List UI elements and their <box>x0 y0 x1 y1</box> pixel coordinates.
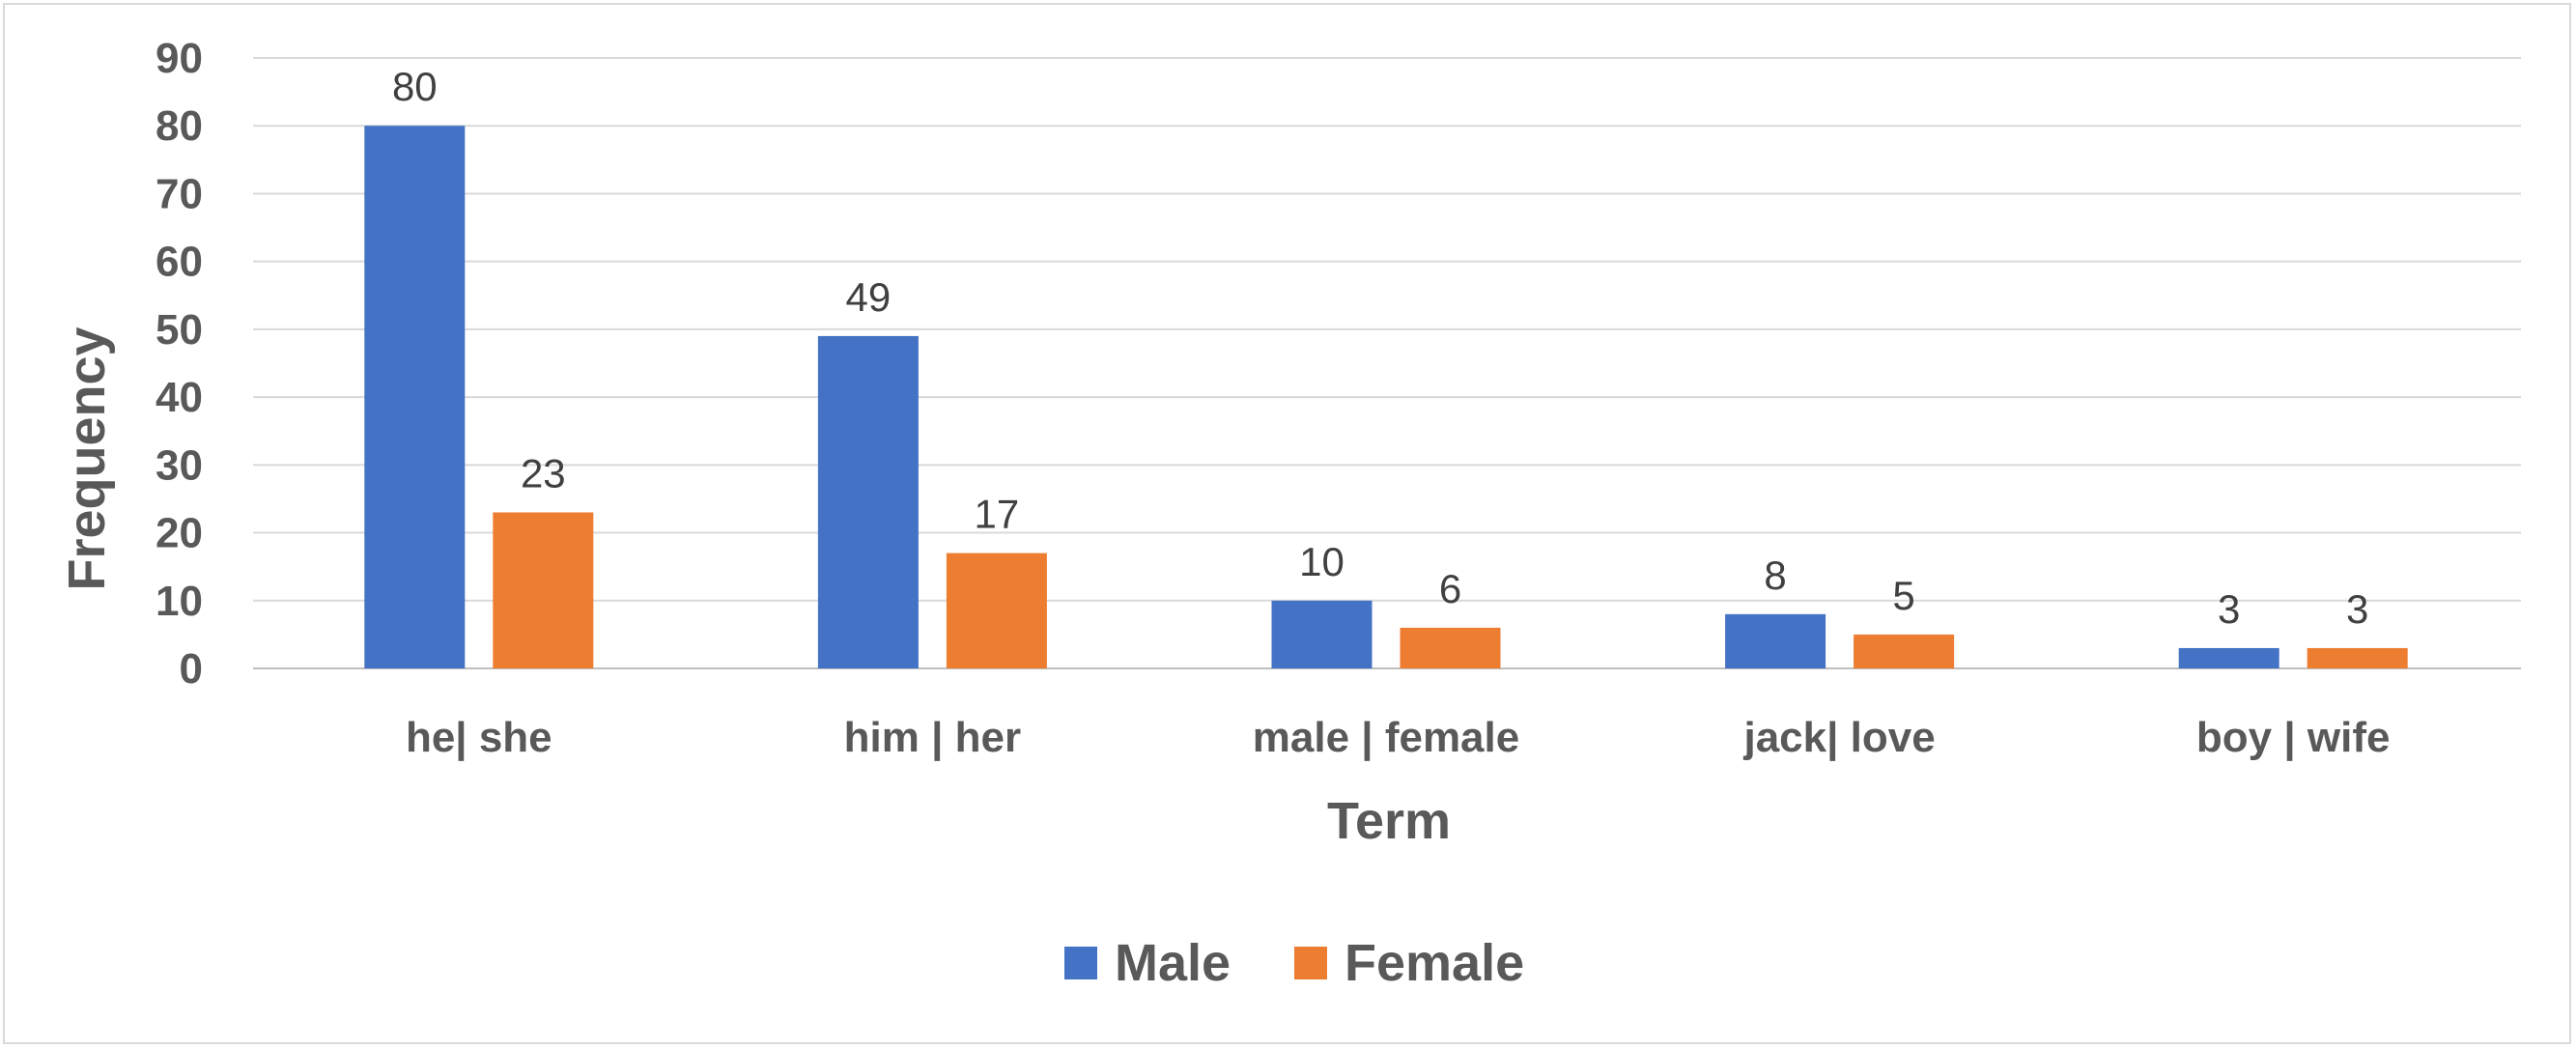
x-category-label: jack| love <box>1742 714 1935 762</box>
bar-female <box>2307 647 2408 668</box>
data-label-female: 3 <box>2346 586 2368 632</box>
data-label-male: 8 <box>1764 553 1786 598</box>
data-label-female: 23 <box>521 450 566 496</box>
y-tick-label: 60 <box>156 239 203 286</box>
data-label-female: 17 <box>975 492 1020 537</box>
x-category-label: boy | wife <box>2196 714 2391 762</box>
legend-swatch-female <box>1294 947 1327 979</box>
data-label-female: 5 <box>1892 573 1914 618</box>
y-tick-label: 80 <box>156 102 203 150</box>
data-label-male: 80 <box>392 64 438 109</box>
y-tick-label: 40 <box>156 374 203 421</box>
bar-female <box>1400 627 1501 668</box>
bar-male <box>364 126 466 668</box>
y-axis-ticks: 0 10 20 30 40 50 60 70 80 90 <box>156 35 203 693</box>
y-tick-label: 50 <box>156 306 203 354</box>
data-label-male: 3 <box>2218 586 2240 632</box>
x-axis-title: Term <box>1327 792 1451 850</box>
legend-label-female: Female <box>1345 934 1524 992</box>
data-label-male: 49 <box>846 274 892 320</box>
bar-female <box>1854 634 1955 668</box>
y-tick-label: 30 <box>156 441 203 489</box>
data-label-female: 6 <box>1439 566 1461 611</box>
bar-male <box>2178 647 2279 668</box>
y-tick-label: 20 <box>156 510 203 557</box>
legend-label-male: Male <box>1115 934 1231 992</box>
y-tick-label: 0 <box>180 645 203 693</box>
x-category-label: him | her <box>844 714 1021 762</box>
bar-male <box>817 335 919 668</box>
x-category-label: he| she <box>406 714 552 762</box>
x-axis-categories: he| she him | her male | female jack| love b… <box>406 714 2391 762</box>
bar-female <box>493 512 594 668</box>
bar-male <box>1271 600 1373 668</box>
data-labels: 80 23 49 17 10 6 8 5 3 3 <box>392 64 2368 632</box>
bars <box>364 126 2408 668</box>
data-label-male: 10 <box>1299 539 1345 584</box>
y-tick-label: 10 <box>156 578 203 625</box>
bar-female <box>946 553 1047 668</box>
y-tick-label: 70 <box>156 170 203 217</box>
bar-male <box>1725 613 1826 668</box>
y-axis-title: Frequency <box>58 326 116 590</box>
legend-swatch-male <box>1064 947 1097 979</box>
grid-lines <box>253 57 2521 669</box>
y-tick-label: 90 <box>156 35 203 82</box>
x-category-label: male | female <box>1253 714 1519 762</box>
legend: Male Female <box>1064 934 1524 992</box>
